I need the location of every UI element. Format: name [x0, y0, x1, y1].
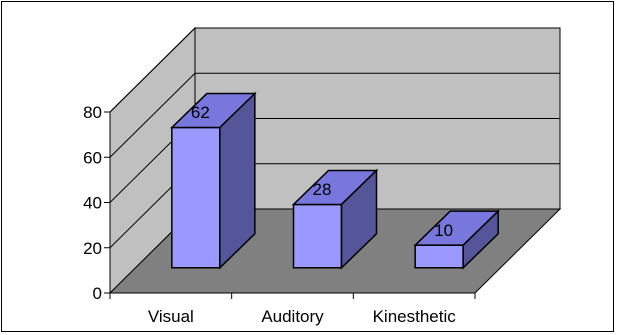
- bar-front: [292, 203, 343, 269]
- x-tick-label: Auditory: [261, 307, 324, 326]
- y-tick-label: 20: [83, 239, 102, 258]
- bar-front: [171, 126, 221, 269]
- x-tick-label: Visual: [148, 307, 194, 326]
- y-tick-label: 60: [83, 148, 102, 167]
- bar-side: [219, 91, 256, 270]
- y-tick-label: 0: [93, 284, 102, 303]
- bar-side: [462, 209, 499, 270]
- y-tick-label: 80: [83, 103, 102, 122]
- data-label: 28: [313, 180, 332, 199]
- data-label: 10: [434, 221, 453, 240]
- gridline: [109, 27, 560, 113]
- data-label: 62: [191, 103, 210, 122]
- gridline: [109, 72, 560, 158]
- y-tick-label: 40: [83, 194, 102, 213]
- bar-side: [340, 168, 378, 270]
- x-tick-label: Kinesthetic: [373, 307, 457, 326]
- bar-front: [414, 244, 464, 269]
